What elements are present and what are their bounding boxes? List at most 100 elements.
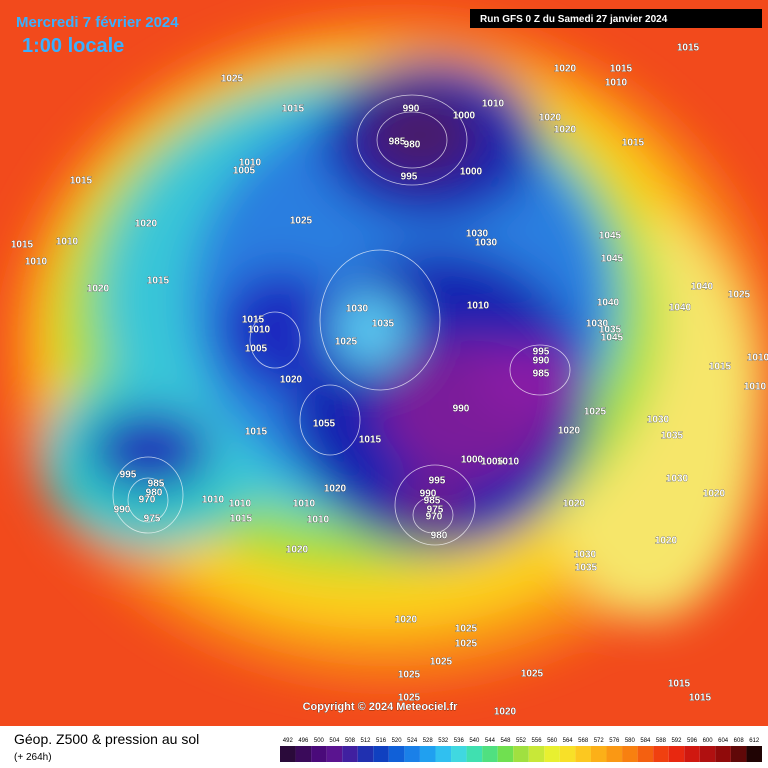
isobar-label: 1040 bbox=[691, 282, 714, 293]
scale-label: 524 bbox=[407, 738, 418, 744]
scale-label: 516 bbox=[376, 738, 387, 744]
isobar-label: 1015 bbox=[689, 693, 712, 704]
valid-date: Mercredi 7 février 2024 bbox=[16, 14, 179, 31]
scale-label: 496 bbox=[298, 738, 309, 744]
isobar-label: 990 bbox=[453, 404, 470, 415]
scale-label: 612 bbox=[749, 738, 760, 744]
isobar-label: 1015 bbox=[709, 362, 732, 373]
scale-swatch bbox=[684, 746, 700, 762]
isobar-label: 1010 bbox=[202, 495, 225, 506]
isobar-label: 1025 bbox=[521, 669, 544, 680]
isobar-label: 1015 bbox=[242, 315, 265, 326]
scale-label: 552 bbox=[516, 738, 527, 744]
isobar-label: 1025 bbox=[398, 693, 421, 704]
isobar-label: 1020 bbox=[280, 375, 303, 386]
copyright: Copyright © 2024 Meteociel.fr bbox=[303, 701, 459, 713]
isobar-label: 1030 bbox=[346, 304, 369, 315]
scale-swatch bbox=[357, 746, 374, 762]
isobar-label: 1045 bbox=[601, 333, 624, 344]
scale-swatch bbox=[699, 746, 716, 762]
isobar-label: 1000 bbox=[460, 167, 483, 178]
scale-label: 604 bbox=[718, 738, 729, 744]
isobar-label: 985 bbox=[424, 496, 441, 507]
isobar-label: 995 bbox=[533, 347, 550, 358]
map-field bbox=[0, 0, 768, 726]
isobar-label: 1020 bbox=[563, 499, 586, 510]
scale-swatch bbox=[451, 746, 467, 762]
scale-label: 576 bbox=[609, 738, 620, 744]
isobar-label: 1010 bbox=[497, 457, 520, 468]
color-scale: 492 496 500 504 508 512 516 520 524 528 532 536 540 5… bbox=[280, 738, 762, 762]
isobar-label: 1000 bbox=[453, 111, 476, 122]
isobar-label: 1015 bbox=[359, 435, 382, 446]
isobar-label: 1020 bbox=[494, 707, 517, 718]
isobar-label: 1030 bbox=[647, 415, 670, 426]
isobar-label: 995 bbox=[120, 470, 137, 481]
scale-swatch bbox=[482, 746, 498, 762]
isobar-label: 1020 bbox=[135, 219, 158, 230]
isobar-label: 985 bbox=[389, 137, 406, 148]
scale-label: 492 bbox=[283, 738, 294, 744]
scale-swatch bbox=[435, 746, 452, 762]
isobar-label: 1010 bbox=[747, 353, 768, 364]
scale-swatch bbox=[295, 746, 312, 762]
isobar-label: 1055 bbox=[313, 419, 336, 430]
scale-label: 528 bbox=[423, 738, 434, 744]
scale-swatch bbox=[388, 746, 405, 762]
scale-label: 580 bbox=[625, 738, 636, 744]
isobar-label: 1015 bbox=[668, 679, 691, 690]
scale-swatch bbox=[590, 746, 607, 762]
isobar-label: 1020 bbox=[655, 536, 678, 547]
isobar-label: 1010 bbox=[307, 515, 330, 526]
isobar-label: 1025 bbox=[584, 407, 607, 418]
local-time: 1:00 locale bbox=[22, 35, 124, 57]
scale-label: 540 bbox=[469, 738, 480, 744]
isobar-label: 1000 bbox=[461, 455, 484, 466]
isobar-label: 980 bbox=[404, 140, 421, 151]
isobar-label: 990 bbox=[533, 356, 550, 367]
isobar-label: 995 bbox=[401, 172, 418, 183]
isobar-label: 1020 bbox=[324, 484, 347, 495]
isobar-label: 1010 bbox=[744, 382, 767, 393]
scale-swatch bbox=[513, 746, 529, 762]
isobar-label: 1030 bbox=[574, 550, 597, 561]
scale-label: 596 bbox=[687, 738, 698, 744]
scale-swatch bbox=[326, 746, 343, 762]
isobar-label: 1020 bbox=[87, 284, 110, 295]
scale-swatch bbox=[606, 746, 623, 762]
isobar-label: 1025 bbox=[728, 290, 751, 301]
scale-label: 532 bbox=[438, 738, 449, 744]
isobar-label: 1035 bbox=[661, 431, 684, 442]
isobar-label: 1020 bbox=[554, 64, 577, 75]
scale-label: 584 bbox=[640, 738, 651, 744]
scale-swatch bbox=[544, 746, 560, 762]
isobar-label: 1020 bbox=[395, 615, 418, 626]
scale-swatch bbox=[311, 746, 327, 762]
isobar-label: 1010 bbox=[605, 78, 628, 89]
isobar-label: 970 bbox=[139, 495, 156, 506]
isobar-label: 1030 bbox=[586, 319, 609, 330]
isobar-label: 1015 bbox=[610, 64, 633, 75]
isobar-label: 975 bbox=[427, 505, 444, 516]
scale-label: 600 bbox=[703, 738, 714, 744]
isobar-label: 990 bbox=[114, 505, 131, 516]
isobar-label: 1030 bbox=[466, 229, 489, 240]
run-box bbox=[470, 9, 762, 28]
scale-swatch bbox=[668, 746, 685, 762]
isobar-label: 1010 bbox=[239, 158, 262, 169]
scale-swatch bbox=[622, 746, 638, 762]
scale-label: 608 bbox=[734, 738, 745, 744]
isobar-label: 1040 bbox=[669, 303, 692, 314]
isobar-label: 995 bbox=[429, 476, 446, 487]
isobar-label: 1035 bbox=[599, 325, 622, 336]
scale-label: 592 bbox=[671, 738, 682, 744]
isobar-label: 1015 bbox=[282, 104, 305, 115]
scale-label: 500 bbox=[314, 738, 325, 744]
isobar-label: 1015 bbox=[230, 514, 253, 525]
isobar-label: 1005 bbox=[481, 457, 504, 468]
isobar-label: 970 bbox=[426, 512, 443, 523]
scale-label: 568 bbox=[578, 738, 589, 744]
isobar-label: 1025 bbox=[335, 337, 358, 348]
